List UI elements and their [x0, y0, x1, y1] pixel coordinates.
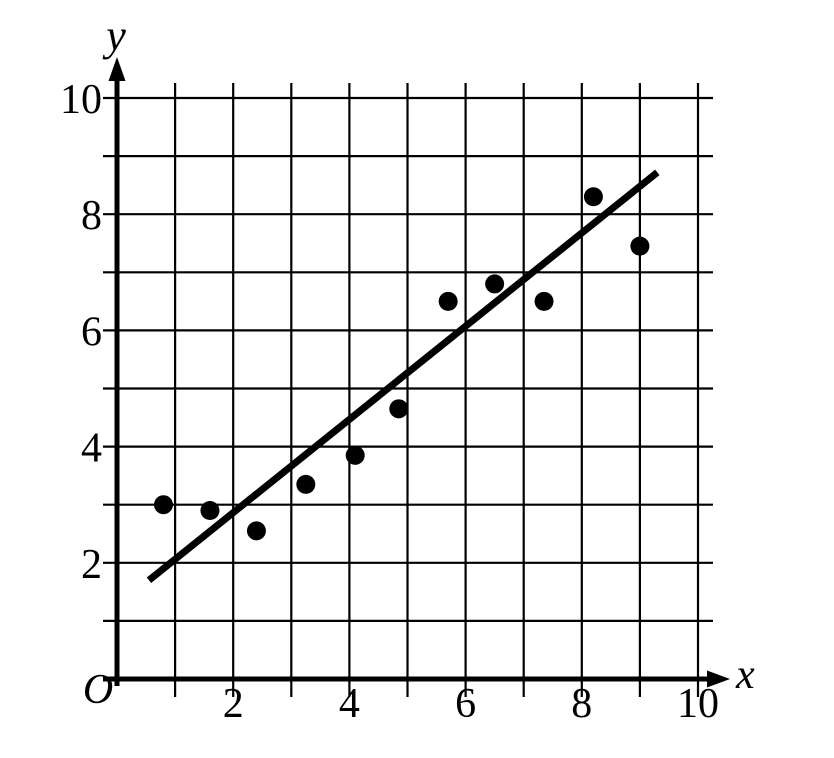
y-axis-arrowhead — [108, 57, 126, 81]
data-point — [534, 291, 554, 311]
data-point — [485, 274, 505, 294]
data-point — [200, 501, 220, 521]
x-tick-label: 8 — [571, 681, 592, 727]
data-point — [153, 495, 173, 515]
y-tick-label: 6 — [81, 309, 102, 355]
data-point — [438, 291, 458, 311]
x-axis-arrowhead — [707, 670, 730, 688]
y-axis-label: y — [102, 11, 126, 60]
data-point — [583, 187, 603, 207]
data-point — [630, 236, 650, 256]
y-tick-label: 4 — [81, 426, 102, 472]
x-tick-label: 10 — [677, 681, 719, 727]
y-tick-label: 10 — [60, 77, 102, 123]
y-tick-label: 2 — [81, 542, 102, 588]
data-point — [345, 445, 365, 465]
trend-line — [146, 169, 660, 583]
origin-label: O — [83, 667, 113, 713]
x-axis-label: x — [735, 652, 755, 698]
x-tick-label: 2 — [223, 681, 244, 727]
x-tick-label: 6 — [455, 681, 476, 727]
y-tick-label: 8 — [81, 193, 102, 239]
x-tick-label: 4 — [339, 681, 360, 727]
data-point — [246, 521, 266, 541]
data-point — [296, 474, 316, 494]
data-point — [389, 399, 409, 419]
